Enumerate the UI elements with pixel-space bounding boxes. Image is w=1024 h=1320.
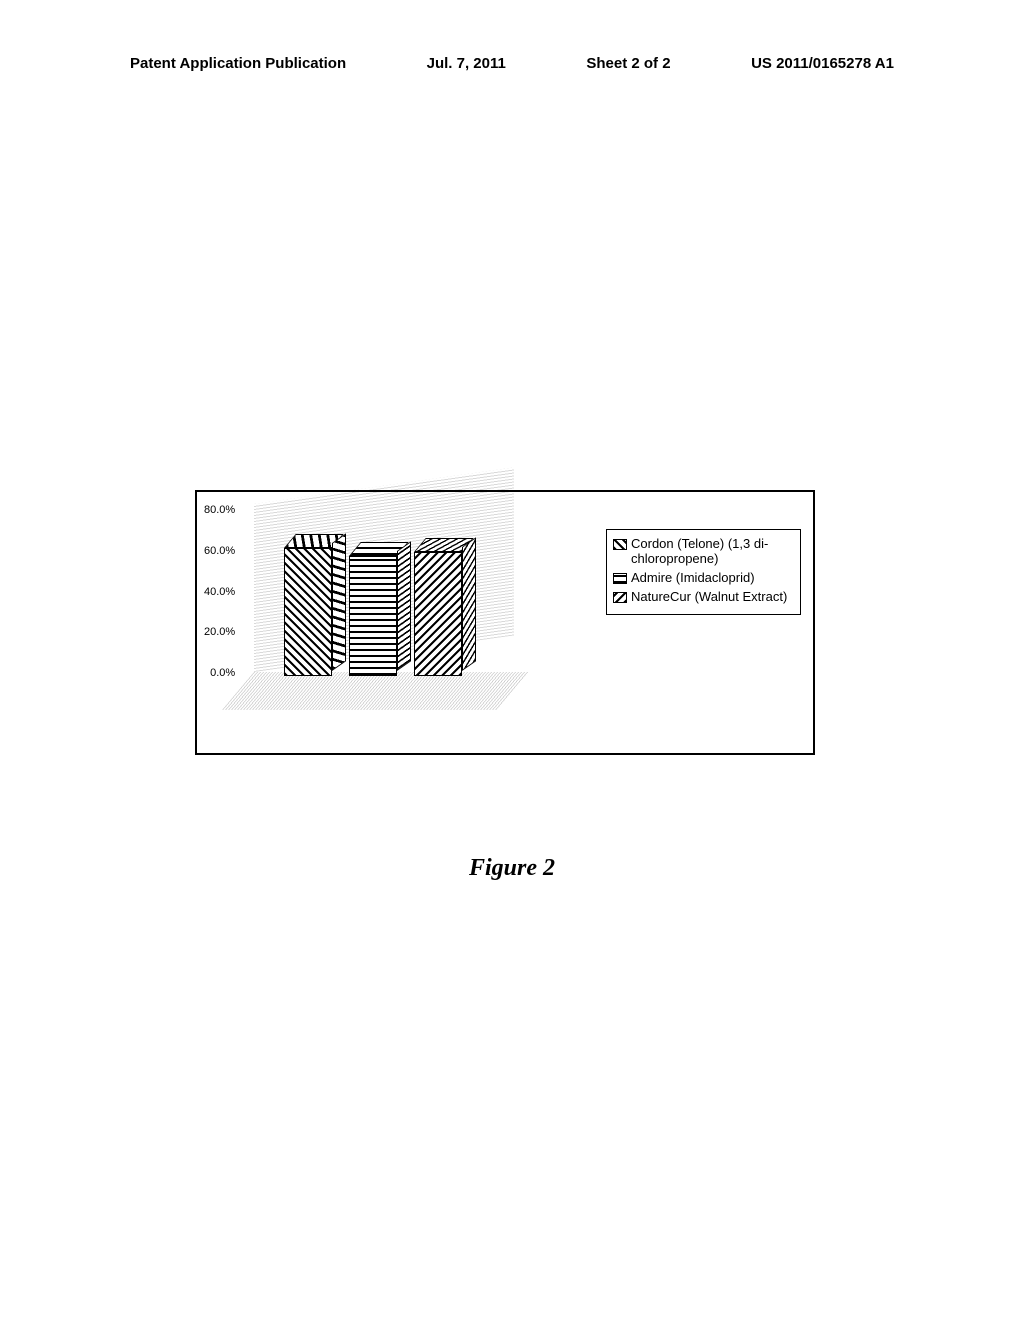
bar-front (349, 556, 397, 676)
y-tick: 20.0% (204, 626, 235, 638)
y-axis: 80.0% 60.0% 40.0% 20.0% 0.0% (204, 504, 235, 679)
header-left: Patent Application Publication (130, 55, 346, 72)
legend-swatch-naturecur (613, 592, 627, 603)
y-tick: 40.0% (204, 586, 235, 598)
chart-inner: 80.0% 60.0% 40.0% 20.0% 0.0% (209, 504, 801, 741)
header-center: Jul. 7, 2011 (427, 55, 506, 72)
legend-swatch-admire (613, 573, 627, 584)
legend-item: NatureCur (Walnut Extract) (613, 589, 794, 604)
legend-item: Cordon (Telone) (1,3 di-chloropropene) (613, 536, 794, 566)
bar-front (414, 552, 462, 676)
figure-label: Figure 2 (0, 855, 1024, 882)
legend-label: Cordon (Telone) (1,3 di-chloropropene) (631, 536, 794, 566)
chart-container: 80.0% 60.0% 40.0% 20.0% 0.0% (195, 490, 815, 755)
chart-3d (254, 504, 554, 714)
y-tick: 80.0% (204, 504, 235, 516)
header-sheet: Sheet 2 of 2 (586, 55, 670, 72)
legend-label: NatureCur (Walnut Extract) (631, 589, 787, 604)
bar-front (284, 548, 332, 676)
header-right: US 2011/0165278 A1 (751, 55, 894, 72)
chart-floor (222, 672, 529, 710)
y-tick: 60.0% (204, 545, 235, 557)
chart-area: 80.0% 60.0% 40.0% 20.0% 0.0% (209, 504, 559, 714)
chart-legend: Cordon (Telone) (1,3 di-chloropropene) A… (606, 529, 801, 615)
bar-side (332, 533, 346, 671)
legend-swatch-cordon (613, 539, 627, 550)
legend-item: Admire (Imidacloprid) (613, 570, 794, 585)
bar-side (462, 537, 476, 671)
bar-side (397, 541, 411, 671)
page-header: Patent Application Publication Jul. 7, 2… (0, 55, 1024, 72)
y-tick: 0.0% (204, 667, 235, 679)
legend-label: Admire (Imidacloprid) (631, 570, 755, 585)
